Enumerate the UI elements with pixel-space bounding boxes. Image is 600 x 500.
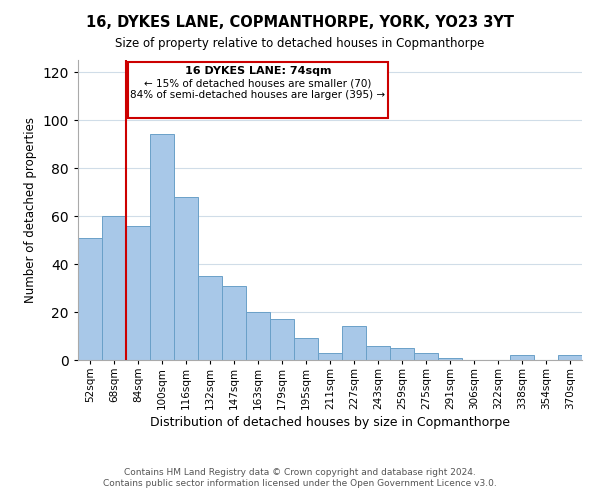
Text: Contains HM Land Registry data © Crown copyright and database right 2024.
Contai: Contains HM Land Registry data © Crown c… <box>103 468 497 487</box>
Bar <box>438 358 462 360</box>
Bar <box>78 238 102 360</box>
Bar <box>126 226 150 360</box>
Bar <box>150 134 174 360</box>
Bar <box>174 197 198 360</box>
Bar <box>102 216 126 360</box>
Bar <box>246 312 270 360</box>
Bar <box>558 355 582 360</box>
Text: Size of property relative to detached houses in Copmanthorpe: Size of property relative to detached ho… <box>115 38 485 51</box>
FancyBboxPatch shape <box>128 62 388 118</box>
Bar <box>366 346 390 360</box>
Y-axis label: Number of detached properties: Number of detached properties <box>24 117 37 303</box>
Bar <box>294 338 318 360</box>
Bar <box>390 348 414 360</box>
Bar <box>510 355 534 360</box>
Text: 16 DYKES LANE: 74sqm: 16 DYKES LANE: 74sqm <box>185 66 331 76</box>
Bar <box>198 276 222 360</box>
Text: 84% of semi-detached houses are larger (395) →: 84% of semi-detached houses are larger (… <box>130 90 386 100</box>
Bar <box>318 353 342 360</box>
Bar <box>222 286 246 360</box>
Bar <box>414 353 438 360</box>
Bar <box>270 319 294 360</box>
Text: ← 15% of detached houses are smaller (70): ← 15% of detached houses are smaller (70… <box>145 78 371 88</box>
Text: 16, DYKES LANE, COPMANTHORPE, YORK, YO23 3YT: 16, DYKES LANE, COPMANTHORPE, YORK, YO23… <box>86 15 514 30</box>
X-axis label: Distribution of detached houses by size in Copmanthorpe: Distribution of detached houses by size … <box>150 416 510 429</box>
Bar <box>342 326 366 360</box>
